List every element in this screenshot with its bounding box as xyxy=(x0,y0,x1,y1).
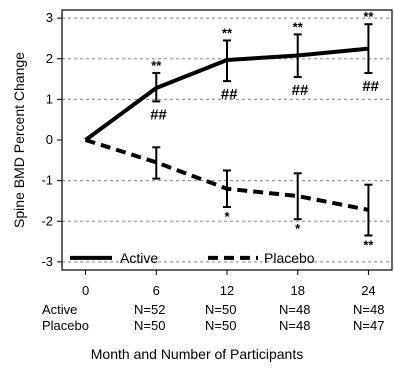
placebo-count-12: N=50 xyxy=(205,318,237,333)
x-tick-label: 0 xyxy=(82,283,89,298)
placebo-count-6: N=50 xyxy=(134,318,166,333)
active-count-6: N=52 xyxy=(134,302,166,317)
legend-label-placebo: Placebo xyxy=(264,250,315,266)
significance-star: ** xyxy=(363,9,374,24)
y-axis-title: Spine BMD Percent Change xyxy=(11,52,27,228)
participants-placebo-label: Placebo xyxy=(42,318,89,333)
y-tick-label: -1 xyxy=(41,173,53,188)
active-count-12: N=50 xyxy=(205,302,237,317)
x-tick-label: 12 xyxy=(220,283,234,298)
significance-hash: ## xyxy=(291,82,308,99)
y-tick-label: 2 xyxy=(46,51,53,66)
x-axis-title: Month and Number of Participants xyxy=(90,346,304,362)
y-tick-label: 3 xyxy=(46,10,53,25)
significance-star: ** xyxy=(222,25,233,40)
y-tick-label: -2 xyxy=(41,213,53,228)
legend-label-active: Active xyxy=(120,250,158,266)
significance-star: * xyxy=(224,209,230,224)
y-tick-label: -3 xyxy=(41,254,53,269)
placebo-count-18: N=48 xyxy=(279,318,311,333)
y-tick-label: 0 xyxy=(46,132,53,147)
significance-star: ** xyxy=(151,58,162,73)
significance-star: * xyxy=(295,221,301,236)
significance-hash: ## xyxy=(150,106,167,123)
x-tick-label: 18 xyxy=(290,283,304,298)
significance-star: ** xyxy=(293,19,304,34)
placebo-count-24: N=47 xyxy=(353,318,385,333)
active-count-24: N=48 xyxy=(353,302,385,317)
active-count-18: N=48 xyxy=(279,302,311,317)
x-tick-label: 24 xyxy=(361,283,375,298)
participants-active-label: Active xyxy=(42,302,78,317)
significance-hash: ## xyxy=(362,78,379,95)
y-tick-label: 1 xyxy=(46,91,53,106)
x-tick-label: 6 xyxy=(153,283,160,298)
significance-hash: ## xyxy=(221,86,238,103)
significance-star: ** xyxy=(363,237,374,252)
